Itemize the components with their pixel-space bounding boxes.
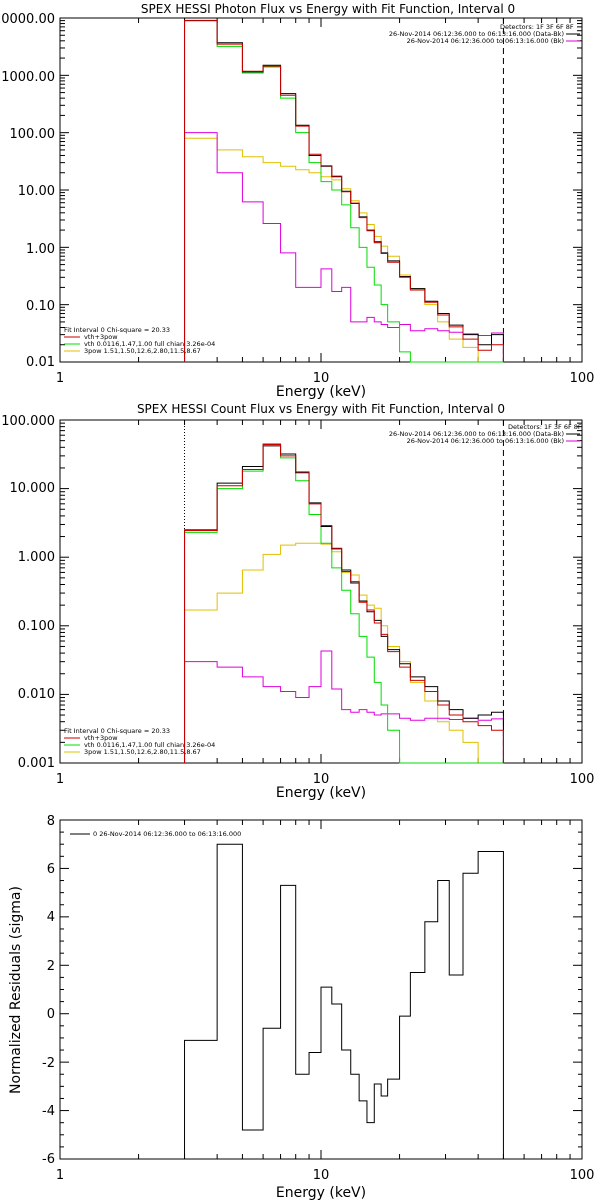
photon-detectors-label: Detectors: 1F 3F 6F 8F — [500, 23, 574, 31]
count-y-tick-label: 0.100 — [18, 619, 55, 634]
residuals-series-0-26-nov-2014-06-12-36-000-to-06-13-16-000 — [184, 843, 504, 1159]
count-x-tick-label: 100 — [570, 772, 595, 787]
count-top-legend: Detectors: 1F 3F 6F 8F 26-Nov-2014 06:12… — [389, 423, 582, 445]
photon-fit-item-power: 3pow 1.51,1.50,12.6,2.80,11.5,8.67 — [84, 347, 201, 355]
residuals-y-tick-label: -2 — [42, 1056, 55, 1071]
residuals-x-tick-label: 100 — [570, 1168, 595, 1183]
photon-legend-entry-bk: 26-Nov-2014 06:12:36.000 to 06:13:16.000… — [407, 37, 564, 45]
count-y-tick-label: 10.000 — [10, 481, 56, 496]
count-fit-item-power: 3pow 1.51,1.50,12.6,2.80,11.5,8.67 — [84, 748, 201, 756]
photon-y-tick-label: 0.01 — [26, 355, 55, 370]
photon-series-bk — [184, 132, 504, 362]
count-fit-item-total: vth+3pow — [84, 734, 118, 742]
count-series-vth-3pow — [184, 443, 504, 763]
photon-axis-ticks — [59, 18, 582, 363]
count-flux-title: SPEX HESSI Count Flux vs Energy with Fit… — [137, 402, 505, 416]
photon-series-3pow — [184, 137, 504, 363]
count-y-tick-label: 0.001 — [18, 756, 55, 771]
residuals-y-tick-label: -6 — [42, 1152, 55, 1167]
photon-series-vth-3pow — [184, 19, 504, 362]
count-legend-entry-data: 26-Nov-2014 06:12:36.000 to 06:13:16.000… — [389, 430, 564, 438]
photon-x-axis-label: Energy (keV) — [276, 384, 366, 400]
count-legend-entry-bk: 26-Nov-2014 06:12:36.000 to 06:13:16.000… — [407, 437, 564, 445]
count-flux-panel: SPEX HESSI Count Flux vs Energy with Fit… — [1, 402, 594, 801]
residuals-panel: 1 10 100 8 6 4 2 0 -2 -4 -6 Energy (keV)… — [8, 814, 594, 1200]
count-fit-legend: Fit Interval 0 Chi-square = 20.33 vth+3p… — [64, 727, 215, 756]
residuals-y-axis-label: Normalized Residuals (sigma) — [8, 886, 24, 1094]
residuals-legend-entry: 0 26-Nov-2014 06:12:36.000 to 06:13:16.0… — [93, 830, 241, 838]
count-x-tick-label: 10 — [313, 772, 330, 787]
count-y-tick-label: 100.000 — [1, 414, 55, 429]
count-x-tick-labels: 1 10 100 — [56, 772, 595, 787]
residuals-y-tick-label: 6 — [47, 862, 55, 877]
photon-fit-item-vth: vth 0.0116,1.47,1.00 full chian 3.26e-04 — [84, 340, 215, 348]
residuals-y-tick-label: 2 — [47, 959, 55, 974]
count-x-tick-label: 1 — [56, 772, 64, 787]
photon-y-tick-label: 0.10 — [26, 299, 55, 314]
photon-flux-title: SPEX HESSI Photon Flux vs Energy with Fi… — [141, 2, 515, 16]
photon-y-tick-label: 100.00 — [10, 127, 56, 142]
count-fit-item-vth: vth 0.0116,1.47,1.00 full chian 3.26e-04 — [84, 741, 215, 749]
residuals-x-tick-labels: 1 10 100 — [56, 1168, 595, 1183]
photon-fit-legend: Fit Interval 0 Chi-square = 20.33 vth+3p… — [64, 326, 215, 355]
residuals-y-tick-label: 0 — [47, 1007, 55, 1022]
residuals-y-tick-label: -4 — [42, 1104, 55, 1119]
count-x-axis-label: Energy (keV) — [276, 785, 366, 801]
residuals-series-group — [184, 843, 504, 1159]
count-detectors-label: Detectors: 1F 3F 6F 8F — [508, 423, 582, 431]
residuals-x-tick-label: 10 — [313, 1168, 330, 1183]
count-axis-ticks — [59, 420, 582, 764]
residuals-y-tick-label: 4 — [47, 910, 55, 925]
count-y-tick-labels: 100.000 10.000 1.000 0.100 0.010 0.001 — [1, 414, 55, 771]
photon-top-legend: Detectors: 1F 3F 6F 8F 26-Nov-2014 06:12… — [389, 23, 580, 45]
count-series-bk — [184, 650, 504, 763]
residuals-axis-ticks — [59, 819, 582, 1160]
photon-x-tick-labels: 1 10 100 — [56, 371, 595, 386]
photon-y-tick-label: 1.00 — [26, 242, 55, 257]
residuals-y-tick-labels: 8 6 4 2 0 -2 -4 -6 — [42, 814, 55, 1167]
photon-fit-header: Fit Interval 0 Chi-square = 20.33 — [64, 326, 170, 334]
photon-legend-entry-data: 26-Nov-2014 06:12:36.000 to 06:13:16.000… — [389, 30, 564, 38]
count-series-group — [184, 420, 504, 764]
photon-x-tick-label: 10 — [313, 371, 330, 386]
photon-x-tick-label: 100 — [570, 371, 595, 386]
photon-flux-panel: SPEX HESSI Photon Flux vs Energy with Fi… — [0, 2, 594, 400]
photon-fit-item-total: vth+3pow — [84, 333, 118, 341]
residuals-x-axis-label: Energy (keV) — [276, 1185, 366, 1200]
photon-series-group — [184, 18, 504, 363]
count-y-tick-label: 0.010 — [18, 687, 55, 702]
residuals-legend: 0 26-Nov-2014 06:12:36.000 to 06:13:16.0… — [70, 830, 241, 838]
count-fit-header: Fit Interval 0 Chi-square = 20.33 — [64, 727, 170, 735]
count-series-3pow — [184, 542, 504, 764]
residuals-x-tick-label: 1 — [56, 1168, 64, 1183]
residuals-y-tick-label: 8 — [47, 814, 55, 829]
photon-x-tick-label: 1 — [56, 371, 64, 386]
photon-y-tick-label: 1000.00 — [1, 70, 55, 85]
photon-y-tick-label: 10.00 — [18, 184, 55, 199]
count-y-tick-label: 1.000 — [18, 550, 55, 565]
